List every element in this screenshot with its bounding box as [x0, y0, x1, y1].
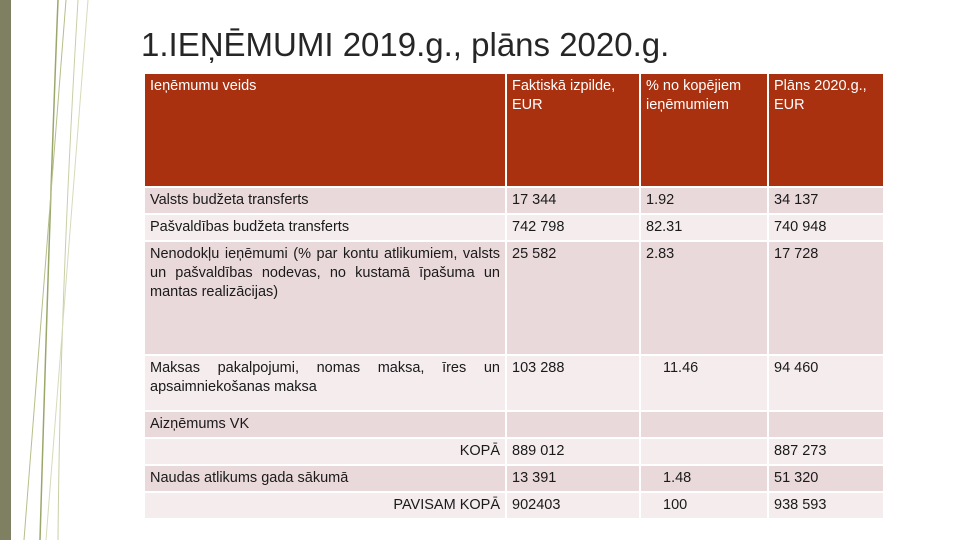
cell-label: Nenodokļu ieņēmumi (% par kontu atlikumi…: [143, 240, 507, 356]
table-row: Maksas pakalpojumi, nomas maksa, īres un…: [143, 354, 885, 412]
cell-percent: 1.48: [639, 464, 769, 493]
table-header-row: Ieņēmumu veids Faktiskā izpilde, EUR % n…: [143, 72, 885, 188]
cell-plan: 94 460: [767, 354, 885, 412]
table-row: PAVISAM KOPĀ 902403 100 938 593: [143, 491, 885, 520]
cell-actual: 742 798: [505, 213, 641, 242]
cell-plan: [767, 410, 885, 439]
cell-plan: 34 137: [767, 186, 885, 215]
cell-percent: 2.83: [639, 240, 769, 356]
cell-percent: [639, 410, 769, 439]
decorative-lines: [0, 0, 89, 540]
table-row: Nenodokļu ieņēmumi (% par kontu atlikumi…: [143, 240, 885, 356]
header-percent: % no kopējiem ieņēmumiem: [639, 72, 769, 188]
cell-actual: 13 391: [505, 464, 641, 493]
cell-label: Naudas atlikums gada sākumā: [143, 464, 507, 493]
cell-percent: 11.46: [639, 354, 769, 412]
table-row: Naudas atlikums gada sākumā 13 391 1.48 …: [143, 464, 885, 493]
cell-plan: 17 728: [767, 240, 885, 356]
cell-plan: 938 593: [767, 491, 885, 520]
table-row: Pašvaldības budžeta transferts 742 798 8…: [143, 213, 885, 242]
cell-label: PAVISAM KOPĀ: [143, 491, 507, 520]
cell-label: Maksas pakalpojumi, nomas maksa, īres un…: [143, 354, 507, 412]
cell-actual: 17 344: [505, 186, 641, 215]
table-row: Valsts budžeta transferts 17 344 1.92 34…: [143, 186, 885, 215]
cell-percent: 1.92: [639, 186, 769, 215]
cell-plan: 887 273: [767, 437, 885, 466]
cell-plan: 51 320: [767, 464, 885, 493]
cell-label: Aizņēmums VK: [143, 410, 507, 439]
revenue-table: Ieņēmumu veids Faktiskā izpilde, EUR % n…: [143, 72, 885, 520]
cell-label: Pašvaldības budžeta transferts: [143, 213, 507, 242]
page-title: 1.IEŅĒMUMI 2019.g., plāns 2020.g.: [141, 26, 670, 63]
cell-percent: 100: [639, 491, 769, 520]
cell-actual: 889 012: [505, 437, 641, 466]
header-plan: Plāns 2020.g., EUR: [767, 72, 885, 188]
table-row: KOPĀ 889 012 887 273: [143, 437, 885, 466]
table-row: Aizņēmums VK: [143, 410, 885, 439]
cell-label: KOPĀ: [143, 437, 507, 466]
cell-actual: 103 288: [505, 354, 641, 412]
cell-label: Valsts budžeta transferts: [143, 186, 507, 215]
header-revenue-type: Ieņēmumu veids: [143, 72, 507, 188]
cell-actual: 902403: [505, 491, 641, 520]
cell-plan: 740 948: [767, 213, 885, 242]
cell-percent: 82.31: [639, 213, 769, 242]
header-actual: Faktiskā izpilde, EUR: [505, 72, 641, 188]
cell-actual: [505, 410, 641, 439]
cell-percent: [639, 437, 769, 466]
cell-actual: 25 582: [505, 240, 641, 356]
